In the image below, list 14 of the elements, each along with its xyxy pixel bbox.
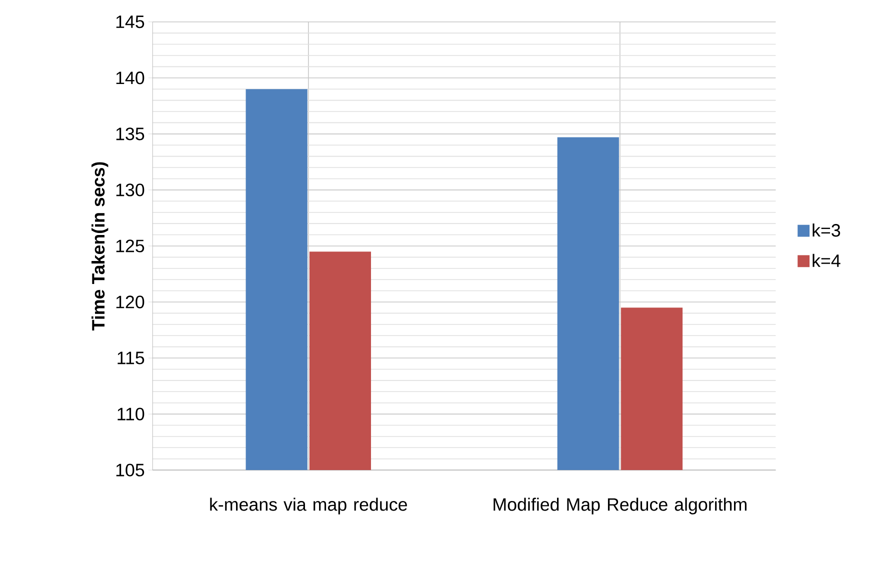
x-tick-label: Modified Map Reduce algorithm	[494, 498, 746, 514]
legend-label: k=3	[812, 223, 840, 237]
y-tick-label: 145	[116, 15, 144, 28]
y-axis-title: Time Taken(in secs)	[92, 162, 108, 330]
y-tick-label: 125	[116, 239, 144, 252]
y-tick-label: 135	[116, 127, 144, 140]
y-tick-label: 115	[118, 352, 144, 364]
y-tick-label: 130	[116, 183, 144, 196]
y-tick-label: 110	[118, 408, 144, 420]
legend-label: k=4	[812, 254, 840, 267]
y-tick-label: 120	[116, 295, 144, 308]
y-tick-label: 105	[116, 464, 144, 476]
x-tick-label: k-means via map reduce	[210, 498, 407, 514]
y-tick-label: 140	[116, 71, 144, 84]
